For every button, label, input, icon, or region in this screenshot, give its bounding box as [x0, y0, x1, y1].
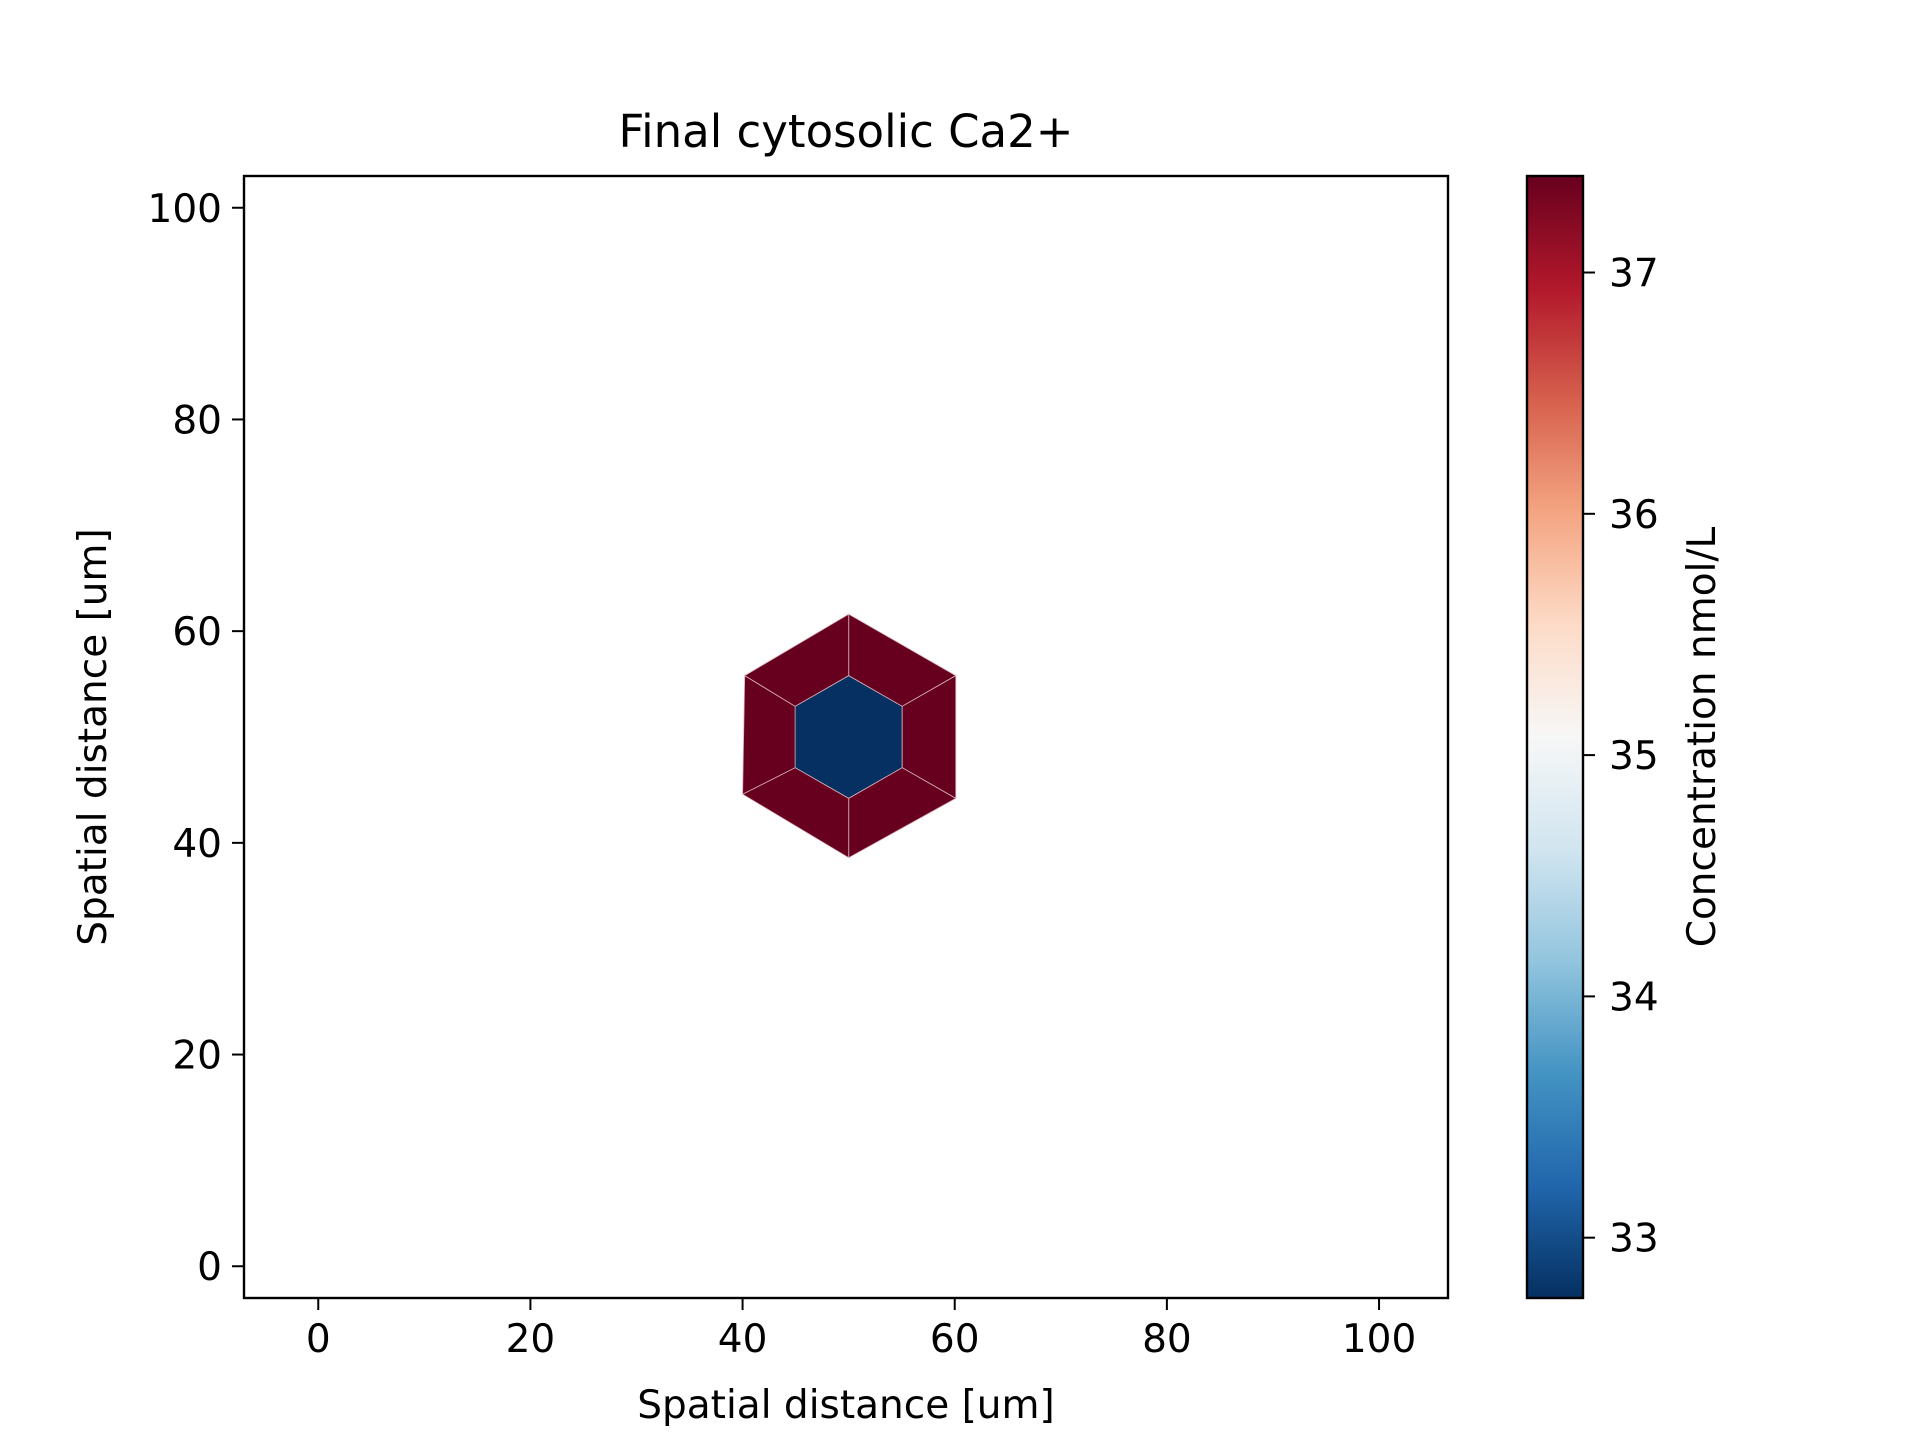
colorbar-tick-label: 35: [1609, 734, 1659, 779]
y-axis-label: Spatial distance [um]: [71, 528, 116, 945]
x-tick-label: 20: [506, 1317, 556, 1362]
colorbar-tick-label: 33: [1609, 1217, 1659, 1262]
y-tick-label: 40: [172, 822, 222, 867]
y-tick-label: 80: [172, 398, 222, 443]
x-tick-label: 80: [1142, 1317, 1192, 1362]
y-tick-label: 0: [197, 1245, 222, 1290]
chart-title: Final cytosolic Ca2+: [619, 105, 1074, 158]
x-tick-label: 100: [1342, 1317, 1416, 1362]
x-tick-label: 0: [306, 1317, 331, 1362]
plot-area-frame: [242, 174, 1450, 1300]
cell-ring-top-left: [743, 613, 850, 707]
y-tick-label: 60: [172, 610, 222, 655]
x-axis-label: Spatial distance [um]: [637, 1383, 1054, 1428]
colorbar: [1525, 174, 1585, 1300]
colorbar-label: Concentration nmol/L: [1680, 526, 1725, 947]
colorbar-axis: 33 34 35 36 37: [1583, 252, 1659, 1262]
heatmap-cells: [741, 613, 957, 859]
colorbar-tick-label: 34: [1609, 975, 1659, 1020]
x-tick-label: 60: [930, 1317, 980, 1362]
y-tick-label: 100: [148, 187, 222, 232]
x-axis: 0 20 40 60 80 100: [306, 1298, 1416, 1362]
y-axis: 0 20 40 60 80 100: [148, 187, 244, 1290]
colorbar-tick-label: 37: [1609, 252, 1659, 297]
y-tick-label: 20: [172, 1034, 222, 1079]
colorbar-tick-label: 36: [1609, 493, 1659, 538]
x-tick-label: 40: [718, 1317, 768, 1362]
